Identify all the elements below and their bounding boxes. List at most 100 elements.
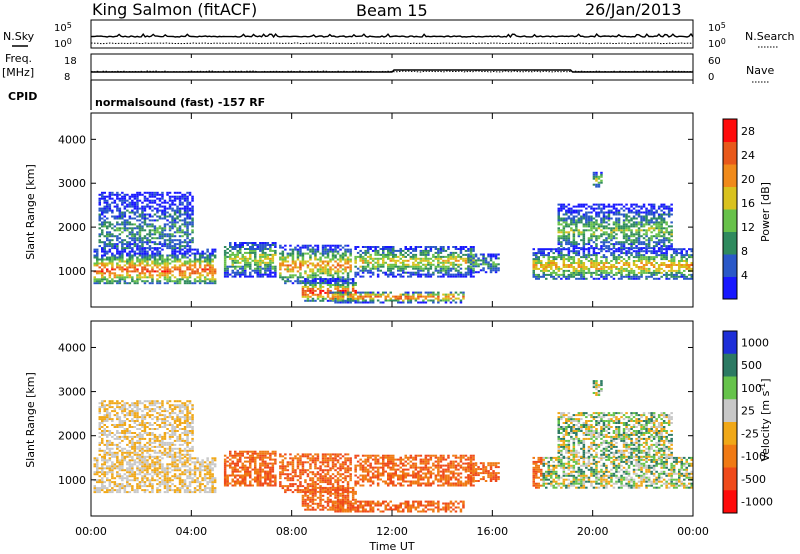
data-cell	[148, 205, 152, 208]
data-cell	[168, 203, 172, 206]
data-cell	[334, 285, 337, 288]
data-cell	[382, 251, 385, 254]
data-cell	[552, 262, 555, 264]
data-cell	[193, 280, 197, 283]
data-cell	[336, 276, 340, 279]
data-cell	[173, 268, 177, 271]
y-tick-label: 2000	[58, 221, 86, 234]
data-cell	[575, 247, 578, 250]
data-cell	[605, 233, 608, 236]
data-cell	[660, 215, 663, 218]
data-cell	[151, 223, 154, 226]
data-cell	[567, 233, 571, 236]
data-cell	[442, 246, 445, 248]
data-cell	[657, 266, 661, 268]
data-cell	[98, 435, 101, 438]
data-cell	[442, 273, 445, 276]
data-cell	[557, 254, 561, 257]
data-cell	[444, 271, 448, 274]
data-cell	[141, 477, 144, 480]
data-cell	[163, 274, 167, 277]
data-cell	[166, 483, 169, 486]
data-cell	[590, 271, 593, 274]
data-cell	[590, 233, 593, 236]
data-cell	[595, 211, 598, 214]
data-cell	[151, 459, 154, 462]
data-cell	[635, 264, 638, 266]
data-cell	[203, 266, 207, 269]
data-cell	[291, 276, 295, 279]
data-cell	[577, 219, 581, 222]
data-cell	[128, 459, 132, 462]
data-cell	[650, 264, 653, 266]
data-cell	[208, 473, 212, 476]
data-cell	[597, 277, 601, 280]
data-cell	[158, 197, 162, 200]
data-cell	[309, 291, 312, 294]
data-cell	[299, 264, 302, 267]
data-cell	[412, 253, 415, 256]
data-cell	[93, 254, 96, 257]
data-cell	[630, 247, 633, 250]
data-cell	[156, 197, 159, 200]
data-cell	[321, 297, 325, 300]
data-cell	[146, 485, 149, 488]
data-cell	[186, 248, 189, 251]
data-cell	[607, 211, 611, 214]
data-cell	[211, 254, 214, 257]
data-cell	[284, 244, 287, 247]
data-cell	[183, 239, 187, 242]
data-cell	[266, 267, 270, 270]
data-cell	[171, 223, 174, 226]
data-cell	[269, 248, 272, 250]
data-cell	[236, 265, 239, 268]
data-cell	[557, 221, 560, 224]
data-cell	[349, 268, 352, 271]
data-cell	[126, 223, 129, 226]
data-cell	[607, 205, 611, 208]
data-cell	[595, 247, 598, 250]
data-cell	[246, 259, 249, 262]
data-cell	[567, 269, 571, 272]
data-cell	[98, 467, 101, 470]
data-cell	[251, 244, 254, 246]
data-cell	[650, 273, 653, 276]
data-cell	[610, 229, 613, 232]
data-cell	[384, 273, 387, 276]
data-cell	[324, 250, 327, 253]
data-cell	[106, 441, 109, 444]
data-cell	[632, 211, 636, 214]
data-cell	[103, 457, 106, 460]
data-cell	[103, 491, 106, 494]
data-cell	[369, 275, 372, 278]
data-cell	[392, 246, 395, 248]
data-cell	[652, 203, 656, 206]
data-cell	[121, 243, 124, 246]
data-cell	[266, 244, 270, 246]
data-cell	[389, 263, 392, 266]
data-cell	[319, 299, 322, 302]
data-cell	[121, 245, 124, 248]
data-cell	[610, 269, 613, 272]
data-cell	[141, 481, 144, 484]
data-cell	[489, 259, 493, 262]
data-cell	[98, 443, 101, 446]
data-cell	[106, 217, 109, 220]
freq-tick-bottom: 8	[64, 72, 70, 83]
data-cell	[196, 276, 199, 279]
data-cell	[166, 201, 169, 204]
data-cell	[429, 249, 433, 252]
data-cell	[206, 471, 209, 474]
data-cell	[103, 211, 106, 214]
data-cell	[464, 253, 468, 256]
data-cell	[309, 280, 312, 282]
data-cell	[116, 489, 119, 492]
data-cell	[587, 271, 591, 274]
data-cell	[615, 266, 618, 268]
data-cell	[138, 461, 142, 464]
data-cell	[168, 197, 172, 200]
data-cell	[670, 269, 673, 272]
data-cell	[101, 418, 104, 421]
data-cell	[126, 227, 129, 230]
data-cell	[148, 274, 152, 277]
